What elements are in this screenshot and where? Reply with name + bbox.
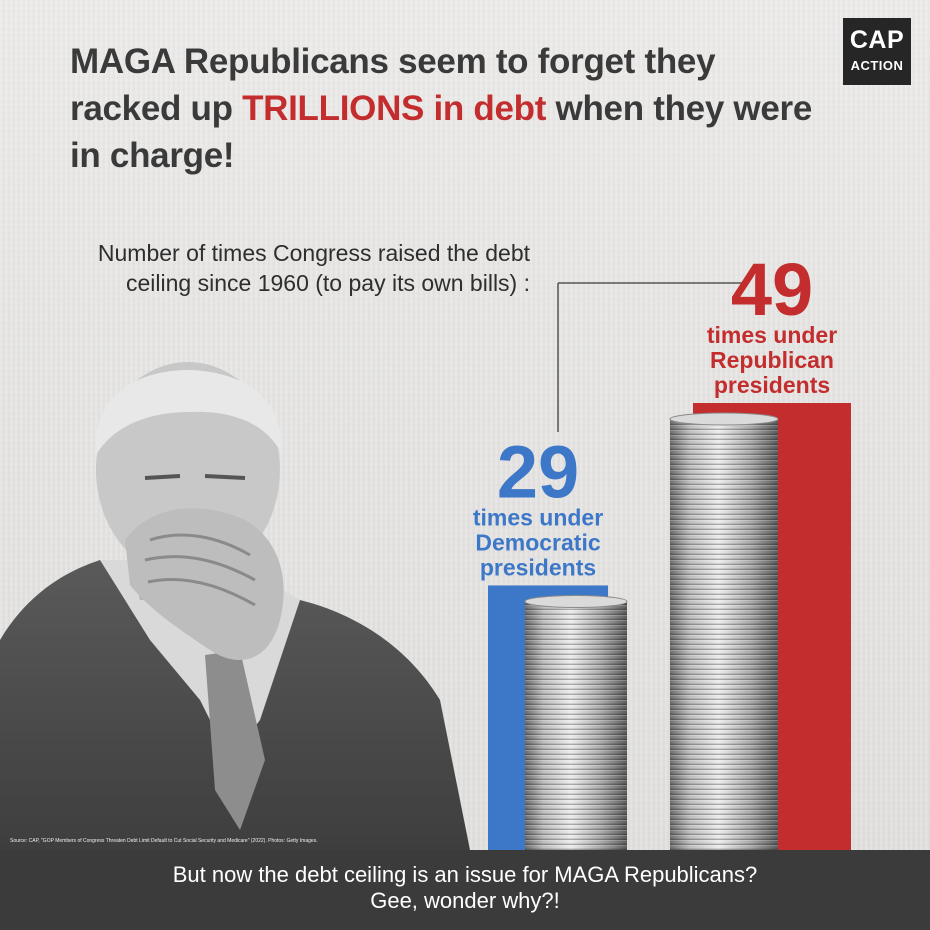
fingers <box>144 533 256 607</box>
logo-line2: ACTION <box>850 58 904 73</box>
value-label-1: 49 <box>731 248 813 331</box>
category-label-1-line-1: Republican <box>710 347 834 373</box>
category-label-0-line-1: Democratic <box>475 529 600 555</box>
value-label-0: 29 <box>497 430 579 513</box>
category-label-1-line-2: presidents <box>714 372 830 398</box>
source-note: Source: CAP, "GOP Members of Congress Th… <box>10 838 318 844</box>
person-photo <box>0 362 470 850</box>
footer-line1: But now the debt ceiling is an issue for… <box>172 862 758 887</box>
headline: MAGA Republicans seem to forget they rac… <box>70 38 830 179</box>
coin-stack-ridges-0 <box>525 601 627 850</box>
coin-stack-ridges-1 <box>670 419 778 850</box>
coin-stack-top-0 <box>524 594 628 608</box>
headline-part2: when they were in charge! <box>70 89 812 175</box>
category-label-0-line-2: presidents <box>480 554 596 580</box>
logo-line1: CAP <box>849 26 905 54</box>
chart-title: Number of times Congress raised the debt… <box>97 240 530 296</box>
brow <box>144 474 246 480</box>
cap-action-logo: CAP ACTION <box>843 18 911 85</box>
necktie <box>205 650 265 830</box>
category-label-0-line-0: times under <box>473 504 603 530</box>
footer-line2: Gee, wonder why?! <box>370 888 560 913</box>
footer-banner: But now the debt ceiling is an issue for… <box>0 850 930 930</box>
coin-stack-top-1 <box>669 412 779 426</box>
category-label-1-line-0: times under <box>707 322 837 348</box>
headline-part1: MAGA Republicans seem to forget they rac… <box>70 42 716 128</box>
hair <box>95 370 283 455</box>
headline-highlight: TRILLIONS in debt <box>242 89 547 128</box>
